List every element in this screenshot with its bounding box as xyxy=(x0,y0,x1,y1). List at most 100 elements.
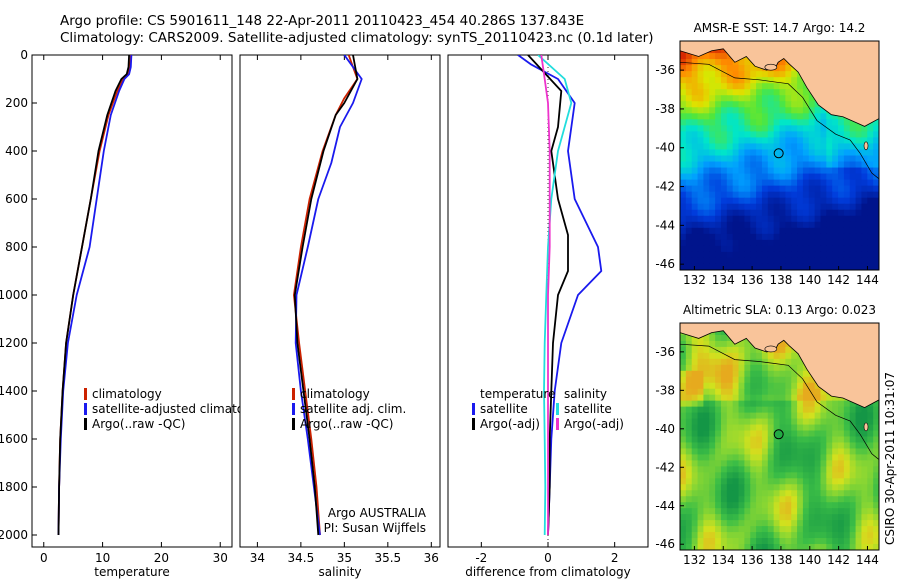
map-cell xyxy=(732,101,740,108)
map-cell xyxy=(732,436,740,444)
map-cell xyxy=(785,442,792,450)
map-cell xyxy=(703,382,710,390)
map-cell xyxy=(802,490,810,497)
map-cell xyxy=(709,376,716,384)
map-cell xyxy=(861,526,868,533)
map-cell xyxy=(832,472,839,479)
map-cell xyxy=(756,526,763,533)
map-cell xyxy=(767,448,775,456)
map-cell xyxy=(732,89,740,96)
map-cell xyxy=(832,257,839,265)
argo-location-marker xyxy=(773,429,784,440)
map-cell xyxy=(808,263,816,270)
map-cell xyxy=(703,364,710,372)
map-cell xyxy=(750,179,757,187)
map-cell xyxy=(732,454,740,461)
map-cell xyxy=(744,173,751,181)
map-cell xyxy=(779,400,786,408)
map-cell xyxy=(779,125,786,132)
map-cell xyxy=(773,167,781,175)
map-cell xyxy=(797,400,804,408)
map-cell xyxy=(855,418,863,426)
map-cell xyxy=(720,185,728,193)
map-cell xyxy=(791,364,798,372)
map-cell xyxy=(767,125,775,132)
map-cell xyxy=(691,263,699,270)
map-cell xyxy=(767,466,775,473)
map-cell xyxy=(843,179,851,187)
map-cell xyxy=(779,119,786,126)
map-cell xyxy=(715,526,722,533)
map-cell xyxy=(791,514,798,521)
map-cell xyxy=(720,490,728,497)
map-cell xyxy=(843,209,851,217)
map-cell xyxy=(802,89,810,96)
map-cell xyxy=(785,71,792,78)
map-cell xyxy=(855,502,863,509)
map-cell xyxy=(797,484,804,491)
map-cell xyxy=(826,490,833,497)
legend-swatch-2 xyxy=(292,403,295,415)
map-cell xyxy=(773,197,781,205)
map-cell xyxy=(855,131,863,139)
map-cell xyxy=(744,472,751,479)
map-cell xyxy=(832,478,839,485)
map-cell xyxy=(680,77,687,84)
map-cell xyxy=(873,173,879,181)
map-cell xyxy=(726,382,734,390)
map-cell xyxy=(808,113,816,120)
map-cell xyxy=(802,526,810,533)
map-cell xyxy=(750,418,757,426)
map-cell xyxy=(820,131,827,139)
map-cell xyxy=(744,257,751,265)
map-cell xyxy=(685,71,693,78)
map-cell xyxy=(779,532,786,539)
map-cell xyxy=(750,155,757,163)
map-cell xyxy=(703,65,710,72)
map-cell xyxy=(715,185,722,193)
map-cell xyxy=(832,490,839,497)
map-cell xyxy=(726,544,734,550)
map-cell xyxy=(873,400,879,408)
map-cell xyxy=(709,245,716,253)
map-cell xyxy=(738,424,745,432)
map-cell xyxy=(767,412,775,420)
map-cell xyxy=(773,544,781,550)
map-cell xyxy=(843,161,851,169)
map-cell xyxy=(873,221,879,229)
map-cell xyxy=(779,263,786,270)
map-cell xyxy=(726,161,734,169)
map-cell xyxy=(685,185,693,193)
map-cell xyxy=(726,101,734,108)
map-cell xyxy=(832,125,839,132)
map-cell xyxy=(826,484,833,491)
map-cell xyxy=(855,215,863,223)
map-cell xyxy=(826,137,833,145)
map-cell xyxy=(744,107,751,114)
map-cell xyxy=(744,352,751,360)
map-cell xyxy=(808,143,816,151)
map-cell xyxy=(680,460,687,467)
map-title: Altimetric SLA: 0.13 Argo: 0.023 xyxy=(683,303,876,317)
map-cell xyxy=(756,406,763,414)
map-cell xyxy=(838,502,845,509)
map-cell xyxy=(732,125,740,132)
map-cell xyxy=(685,161,693,169)
map-cell xyxy=(720,406,728,414)
map-cell xyxy=(767,83,775,90)
map-cell xyxy=(720,520,728,527)
map-cell xyxy=(680,101,687,108)
map-cell xyxy=(756,71,763,78)
map-cell xyxy=(785,388,792,396)
map-cell xyxy=(814,478,822,485)
map-cell xyxy=(761,430,769,438)
map-cell xyxy=(715,119,722,126)
map-cell xyxy=(785,508,792,515)
map-cell xyxy=(820,532,827,539)
map-cell xyxy=(808,496,816,503)
map-cell xyxy=(855,125,863,132)
map-cell xyxy=(849,215,857,223)
map-cell xyxy=(814,119,822,126)
map-cell xyxy=(720,466,728,473)
map-cell xyxy=(820,496,827,503)
